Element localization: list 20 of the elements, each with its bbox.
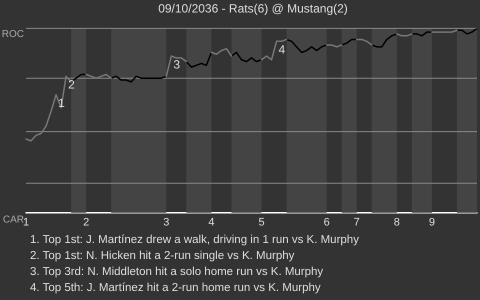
chart-title: 09/10/2036 - Rats(6) @ Mustang(2) [158, 2, 348, 16]
annotation: 1 [58, 96, 66, 110]
x-tick-label: 3 [163, 216, 170, 228]
x-tick-label: 5 [258, 216, 265, 228]
text: 4. Top 5th: J. Martínez hit a 2-run home run vs K. Murphy [30, 281, 322, 296]
x-tick-label: 4 [208, 216, 214, 228]
text: CAR [2, 214, 24, 226]
x-tick-label: 6 [324, 216, 330, 228]
text: 3. Top 3rd: N. Middleton hit a solo home run vs K. Murphy [30, 265, 324, 280]
x-tick-label: 2 [83, 216, 90, 228]
x-tick-label: 9 [428, 216, 435, 228]
x-tick-label: 8 [394, 216, 400, 228]
text: ROC [2, 29, 24, 40]
annotation: 2 [68, 78, 76, 92]
annotation: 4 [278, 42, 286, 57]
x-tick-label: 7 [354, 216, 360, 228]
text: 2. Top 1st: N. Hicken hit a 2-run single vs K. Murphy [30, 249, 296, 264]
annotation: 3 [173, 57, 180, 72]
text: 1. Top 1st: J. Martínez drew a walk, driving in 1 run vs K. Murphy [30, 233, 359, 248]
x-tick-label: 1 [22, 216, 30, 228]
